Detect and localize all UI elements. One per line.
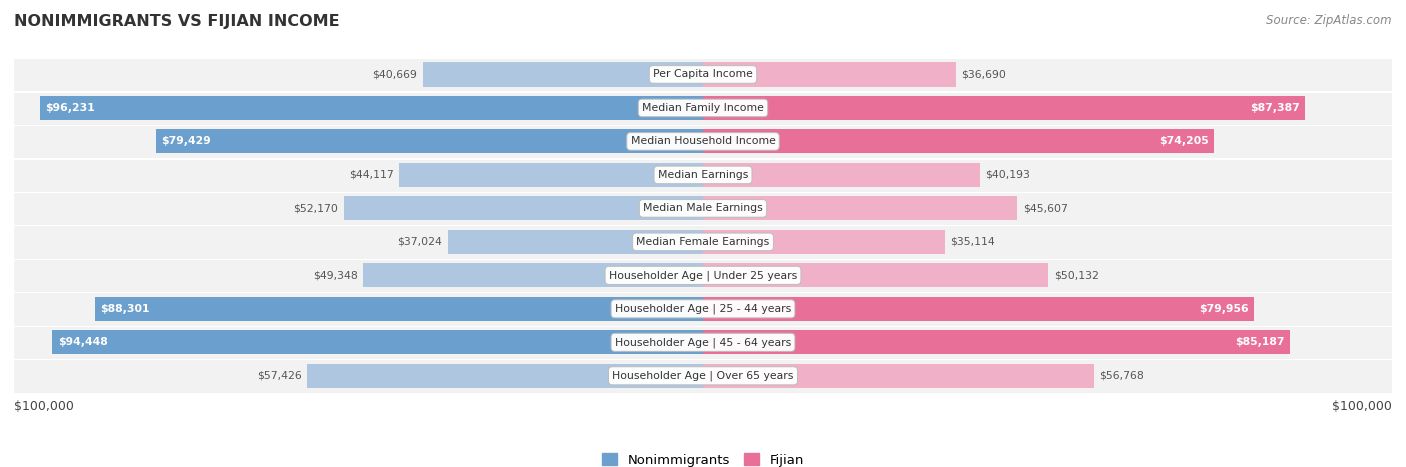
Bar (308, 364, 703, 388)
Text: Median Household Income: Median Household Income (630, 136, 776, 147)
Bar (14, 158, 1392, 191)
Bar (343, 196, 703, 220)
Bar (52, 330, 703, 354)
Text: $40,193: $40,193 (986, 170, 1031, 180)
Legend: Nonimmigrants, Fijian: Nonimmigrants, Fijian (596, 448, 810, 467)
Text: $94,448: $94,448 (58, 337, 108, 347)
Bar (14, 191, 1392, 225)
Bar (156, 129, 703, 154)
Text: $85,187: $85,187 (1234, 337, 1284, 347)
Bar (14, 91, 1392, 92)
Text: $40,669: $40,669 (373, 70, 418, 79)
Text: $96,231: $96,231 (45, 103, 96, 113)
Text: $45,607: $45,607 (1022, 204, 1067, 213)
Bar (14, 58, 1392, 59)
Text: $50,132: $50,132 (1054, 270, 1098, 280)
Text: Householder Age | 45 - 64 years: Householder Age | 45 - 64 years (614, 337, 792, 347)
Bar (14, 259, 1392, 260)
Bar (703, 364, 1094, 388)
Bar (14, 125, 1392, 158)
Bar (703, 230, 945, 254)
Text: $44,117: $44,117 (349, 170, 394, 180)
Text: $56,768: $56,768 (1099, 371, 1144, 381)
Bar (14, 292, 1392, 325)
Text: $35,114: $35,114 (950, 237, 995, 247)
Bar (14, 359, 1392, 361)
Bar (14, 225, 1392, 226)
Text: $79,956: $79,956 (1199, 304, 1249, 314)
Text: $74,205: $74,205 (1159, 136, 1209, 147)
Bar (449, 230, 703, 254)
Bar (14, 359, 1392, 393)
Bar (703, 96, 1305, 120)
Bar (363, 263, 703, 287)
Text: $57,426: $57,426 (257, 371, 302, 381)
Text: Source: ZipAtlas.com: Source: ZipAtlas.com (1267, 14, 1392, 27)
Text: $100,000: $100,000 (1331, 400, 1392, 413)
Text: Median Earnings: Median Earnings (658, 170, 748, 180)
Bar (14, 91, 1392, 125)
Bar (14, 191, 1392, 193)
Bar (14, 325, 1392, 359)
Bar (14, 292, 1392, 293)
Bar (94, 297, 703, 321)
Text: $37,024: $37,024 (398, 237, 443, 247)
Bar (703, 129, 1215, 154)
Text: Householder Age | Under 25 years: Householder Age | Under 25 years (609, 270, 797, 281)
Text: $87,387: $87,387 (1250, 103, 1299, 113)
Bar (703, 63, 956, 86)
Bar (703, 196, 1017, 220)
Bar (14, 325, 1392, 327)
Bar (703, 297, 1254, 321)
Bar (703, 163, 980, 187)
Text: NONIMMIGRANTS VS FIJIAN INCOME: NONIMMIGRANTS VS FIJIAN INCOME (14, 14, 340, 29)
Text: $88,301: $88,301 (100, 304, 149, 314)
Text: $79,429: $79,429 (162, 136, 211, 147)
Bar (423, 63, 703, 86)
Bar (39, 96, 703, 120)
Bar (14, 259, 1392, 292)
Bar (703, 330, 1289, 354)
Text: Median Female Earnings: Median Female Earnings (637, 237, 769, 247)
Bar (399, 163, 703, 187)
Text: $100,000: $100,000 (14, 400, 75, 413)
Text: Householder Age | 25 - 44 years: Householder Age | 25 - 44 years (614, 304, 792, 314)
Text: Median Male Earnings: Median Male Earnings (643, 204, 763, 213)
Text: Per Capita Income: Per Capita Income (652, 70, 754, 79)
Text: $49,348: $49,348 (312, 270, 357, 280)
Bar (14, 158, 1392, 160)
Bar (703, 263, 1049, 287)
Bar (14, 225, 1392, 259)
Bar (14, 58, 1392, 91)
Text: Median Family Income: Median Family Income (643, 103, 763, 113)
Bar (14, 125, 1392, 126)
Text: $36,690: $36,690 (962, 70, 1007, 79)
Text: Householder Age | Over 65 years: Householder Age | Over 65 years (612, 370, 794, 381)
Text: $52,170: $52,170 (294, 204, 337, 213)
